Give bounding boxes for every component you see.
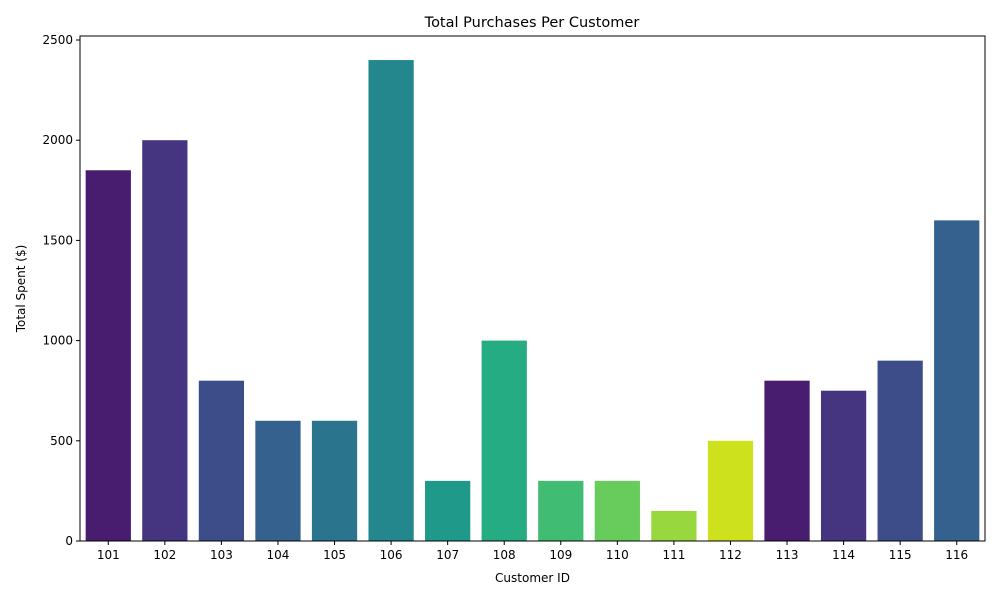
bar-113 (764, 380, 810, 541)
bar-109 (538, 480, 584, 541)
bar-112 (707, 440, 754, 541)
y-tick-label: 0 (65, 534, 73, 548)
y-tick-label: 1000 (42, 334, 73, 348)
y-tick-label: 2000 (42, 133, 73, 147)
x-tick-label: 111 (662, 548, 685, 562)
x-tick-label: 114 (832, 548, 855, 562)
x-tick-label: 105 (323, 548, 346, 562)
y-axis-title: Total Spent ($) (14, 245, 28, 334)
x-tick-label: 106 (380, 548, 403, 562)
bar-114 (820, 390, 867, 541)
bar-107 (425, 480, 471, 541)
y-axis-ticks: 0 500 1000 1500 2000 2500 (42, 33, 80, 548)
bar-108 (481, 340, 527, 541)
plot-frame (79, 35, 986, 542)
x-tick-label: 112 (719, 548, 742, 562)
bar-101 (85, 170, 131, 541)
x-tick-label: 110 (606, 548, 629, 562)
y-tick-label: 500 (50, 434, 73, 448)
x-tick-label: 104 (267, 548, 290, 562)
x-tick-label: 109 (549, 548, 572, 562)
x-tick-label: 115 (889, 548, 912, 562)
x-tick-label: 108 (493, 548, 516, 562)
bar-115 (877, 360, 923, 541)
bar-116 (934, 220, 980, 541)
x-tick-label: 116 (945, 548, 968, 562)
x-axis-title: Customer ID (495, 571, 570, 585)
x-axis-ticks: 101 102 103 104 105 106 107 108 109 110 111 112 113 1… (97, 541, 968, 562)
bar-111 (651, 510, 697, 541)
bar-105 (311, 420, 358, 541)
x-tick-label: 113 (776, 548, 799, 562)
y-tick-label: 2500 (42, 33, 73, 47)
x-tick-label: 101 (97, 548, 120, 562)
y-tick-label: 1500 (42, 233, 73, 247)
x-tick-label: 102 (153, 548, 176, 562)
bar-103 (198, 380, 245, 541)
bar-102 (142, 140, 188, 541)
x-tick-label: 107 (436, 548, 459, 562)
bar-104 (255, 420, 301, 541)
chart-title: Total Purchases Per Customer (424, 15, 640, 31)
bar-110 (594, 480, 640, 541)
bars-group (85, 60, 980, 542)
bar-106 (368, 60, 414, 542)
x-tick-label: 103 (210, 548, 233, 562)
